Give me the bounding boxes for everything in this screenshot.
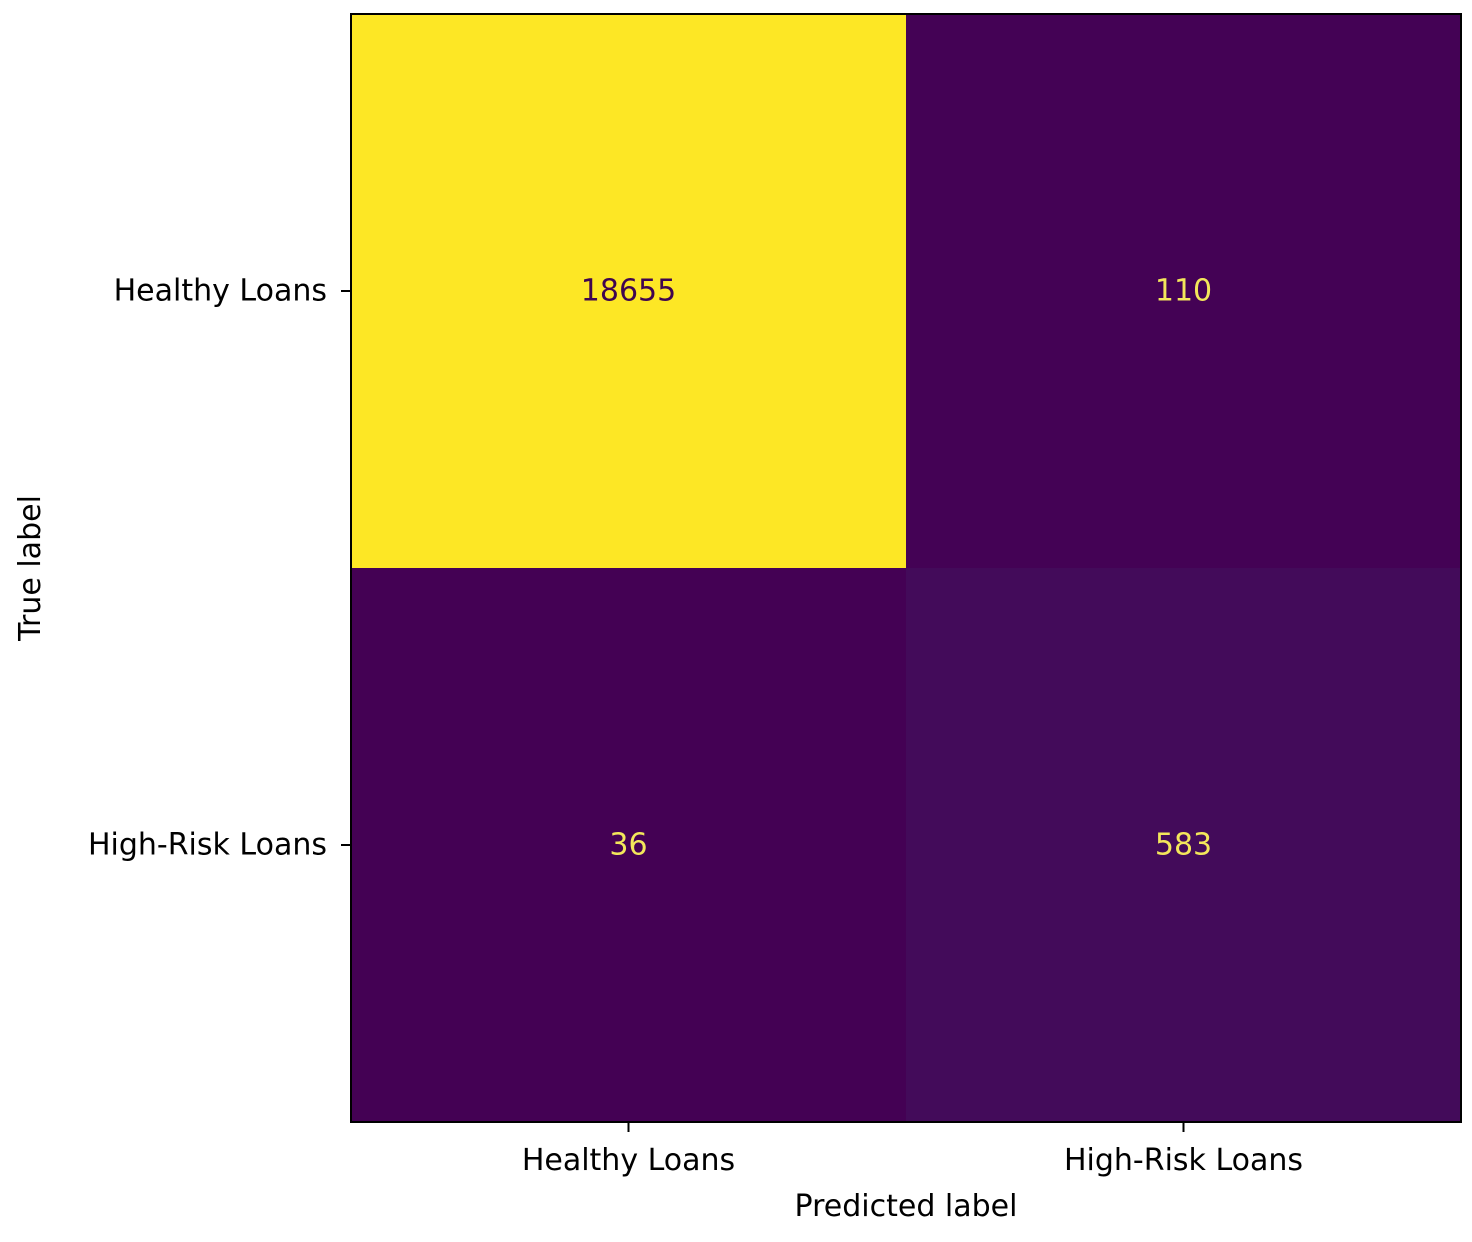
heatmap-cells xyxy=(351,14,1461,1122)
cell-value-r1-c0: 36 xyxy=(609,828,647,863)
x-axis-label: Predicted label xyxy=(795,1189,1018,1224)
y-tick-label: Healthy Loans xyxy=(114,274,327,309)
cell-value-r0-c1: 110 xyxy=(1155,274,1212,309)
x-tick-label: Healthy Loans xyxy=(522,1143,735,1178)
y-tick-label: High-Risk Loans xyxy=(88,828,327,863)
x-tick-label: High-Risk Loans xyxy=(1064,1143,1303,1178)
cell-value-r0-c0: 18655 xyxy=(581,274,676,309)
heatmap-cell-r1-c1 xyxy=(906,568,1461,1122)
heatmap-cell-values: 18655 110 36 583 xyxy=(581,274,1212,863)
cell-value-r1-c1: 583 xyxy=(1155,828,1212,863)
plot-frame xyxy=(350,13,1462,1123)
y-axis-ticks: Healthy Loans High-Risk Loans xyxy=(88,274,351,863)
heatmap-cell-r0-c0 xyxy=(351,14,906,568)
x-axis-ticks: Healthy Loans High-Risk Loans xyxy=(522,1122,1303,1178)
y-axis-label: True label xyxy=(13,495,48,642)
heatmap-cell-r0-c1 xyxy=(906,14,1461,568)
heatmap-cell-r1-c0 xyxy=(351,568,906,1122)
